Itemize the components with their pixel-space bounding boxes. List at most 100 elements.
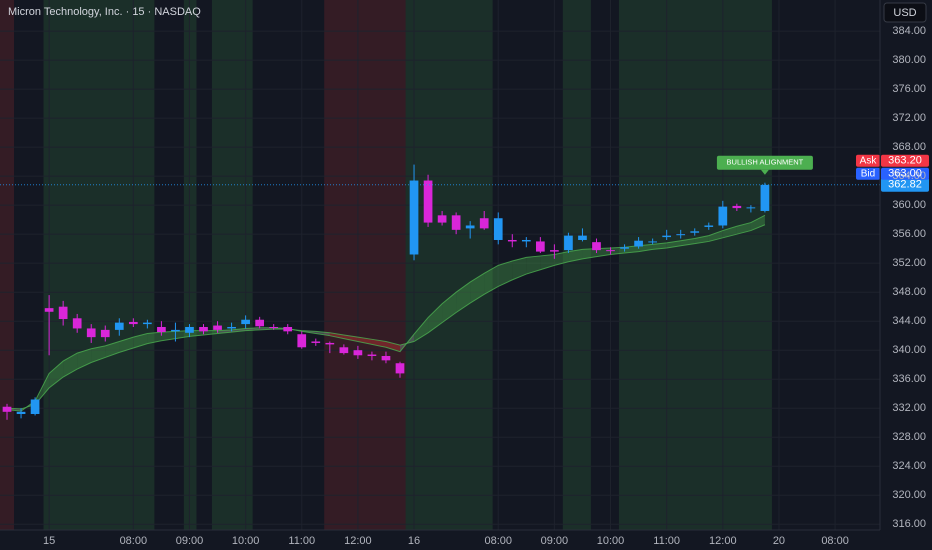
candle-body: [493, 218, 503, 240]
candle-body: [227, 326, 236, 329]
y-tick-label: 356.00: [892, 228, 926, 240]
candle-body: [171, 329, 180, 332]
annotation-text: BULLISH ALIGNMENT: [727, 158, 804, 167]
y-tick-label: 324.00: [892, 460, 926, 472]
trend-region: [0, 0, 15, 530]
x-tick-label: 08:00: [821, 535, 849, 547]
candle-body: [395, 363, 405, 374]
y-tick-label: 380.00: [892, 54, 926, 66]
candle-body: [451, 215, 461, 230]
candle-body: [409, 180, 419, 255]
candle-body: [44, 308, 54, 312]
candle-body: [760, 184, 770, 211]
candle-body: [465, 225, 475, 229]
currency-button[interactable]: [883, 2, 927, 23]
x-tick-label: 09:00: [541, 535, 569, 547]
y-tick-label: 384.00: [892, 25, 926, 37]
ribbon-fill: [119, 337, 134, 353]
quote-name-box: [856, 167, 880, 180]
candle-body: [550, 250, 559, 252]
candle-body: [114, 322, 124, 330]
candle-body: [241, 319, 250, 325]
ribbon-fill: [582, 248, 597, 259]
candle-body: [255, 319, 264, 327]
candle-body: [521, 239, 531, 242]
candle-body: [704, 225, 714, 227]
candle-body: [634, 240, 643, 247]
trend-region: [183, 0, 197, 530]
candles: [2, 164, 770, 420]
y-tick-label: 328.00: [892, 431, 926, 443]
y-tick-label: 340.00: [892, 344, 926, 356]
ribbon-fill: [470, 273, 485, 304]
candle-body: [353, 350, 363, 356]
trend-region: [562, 0, 591, 530]
ribbon-fill: [147, 332, 162, 344]
y-tick-label: 360.00: [892, 199, 926, 211]
quote-name: Ask: [860, 155, 878, 166]
currency-label[interactable]: USD: [893, 7, 916, 19]
x-tick-label: 12:00: [709, 535, 737, 547]
candle-body: [437, 215, 447, 223]
ribbon-fill: [49, 361, 64, 388]
candle-body: [100, 329, 110, 338]
x-tick-label: 11:00: [653, 535, 680, 547]
trend-region: [211, 0, 253, 530]
candle-body: [564, 235, 573, 251]
trend-region: [324, 0, 406, 530]
trend-region: [43, 0, 155, 530]
y-tick-label: 320.00: [892, 489, 926, 501]
y-tick-label: 376.00: [892, 83, 926, 95]
candle-body: [128, 321, 138, 325]
last-price-box: [881, 177, 929, 192]
ribbon-fill: [554, 251, 569, 266]
ribbon-fill: [315, 331, 330, 336]
candle-body: [676, 234, 686, 236]
ribbon-fill: [385, 341, 400, 352]
candle-body: [381, 355, 391, 361]
y-tick-label: 344.00: [892, 315, 926, 327]
overlay: [0, 154, 929, 192]
x-tick-label: 08:00: [484, 535, 512, 547]
candle-body: [311, 341, 321, 343]
candle-body: [16, 411, 26, 414]
candle-body: [297, 334, 307, 348]
candle-body: [367, 354, 377, 356]
x-tick-label: 12:00: [344, 535, 372, 547]
x-tick-label: 20: [773, 535, 785, 547]
y-tick-label: 352.00: [892, 257, 926, 269]
ribbon-fill: [568, 249, 583, 262]
ribbon-fill: [343, 334, 358, 342]
trend-region: [405, 0, 493, 530]
candle-body: [479, 218, 489, 229]
x-tick-label: 09:00: [176, 535, 204, 547]
y-tick-label: 372.00: [892, 112, 926, 124]
candle-body: [213, 325, 222, 330]
annotation-box: [716, 155, 813, 170]
x-tick-label: 11:00: [288, 535, 315, 547]
y-tick-label: 316.00: [892, 518, 926, 530]
candle-body: [507, 239, 517, 242]
last-price-label: 362.82: [888, 179, 922, 191]
candle-body: [732, 205, 742, 209]
candle-body: [2, 406, 12, 412]
y-tick-label: 368.00: [892, 141, 926, 153]
y-tick-label: 332.00: [892, 402, 926, 414]
quote-name: Bid: [861, 168, 875, 179]
ribbon-fill: [428, 303, 443, 333]
candle-body: [536, 241, 545, 252]
candle-body: [283, 326, 293, 332]
candle-body: [325, 342, 335, 345]
quote-value: 363.00: [888, 168, 922, 180]
candle-body: [662, 235, 672, 238]
quote-value-box: [881, 167, 929, 180]
y-tick-label: 336.00: [892, 373, 926, 385]
candle-body: [620, 247, 629, 249]
ribbon-fill: [512, 257, 527, 280]
candle-body: [269, 326, 279, 328]
x-tick-label: 08:00: [120, 535, 148, 547]
ribbon-fill: [652, 242, 667, 250]
ribbon-fill: [540, 254, 555, 270]
